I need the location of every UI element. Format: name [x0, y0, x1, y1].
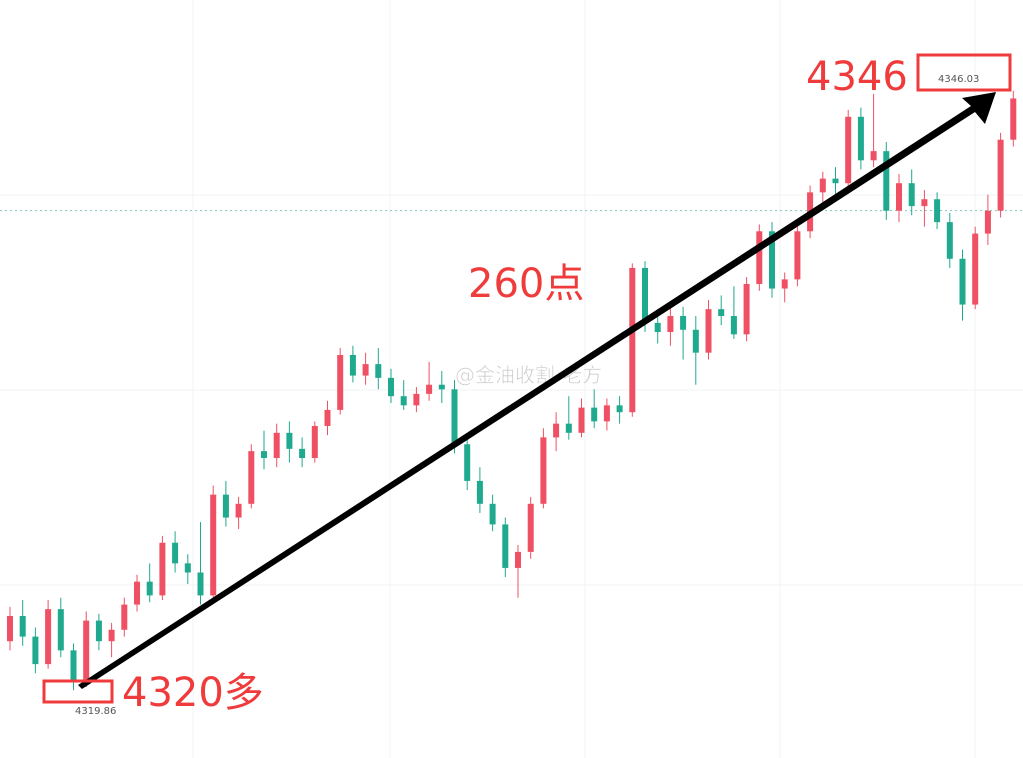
candle-body [502, 524, 509, 568]
candle-body [108, 629, 115, 642]
candle-body [680, 316, 687, 330]
candle-body [616, 405, 623, 413]
candle-body [362, 364, 369, 376]
high-note: 4346 [806, 54, 908, 100]
candle-body [832, 178, 839, 184]
candle-body [400, 396, 407, 406]
candle-body [172, 542, 179, 564]
candle-body [45, 609, 52, 665]
candle-body [299, 448, 306, 459]
candle-body [184, 563, 191, 573]
candle-body [7, 616, 13, 642]
candle-body [984, 210, 991, 234]
candle-body [464, 444, 471, 481]
candle-body [896, 183, 902, 211]
candle-body [388, 377, 394, 397]
candle-body [57, 609, 64, 651]
trend-arrow [78, 92, 996, 689]
candle-body [667, 316, 674, 333]
candle-body [235, 503, 242, 518]
candle-body [756, 231, 763, 284]
high-box [916, 53, 1012, 92]
candle-body [32, 636, 39, 665]
candle-body [705, 309, 712, 353]
candle-body [324, 409, 331, 426]
candle-body [146, 581, 153, 596]
candle-body [934, 199, 941, 223]
candle-body [527, 503, 534, 552]
candle-body [337, 354, 344, 410]
candle-body [718, 309, 725, 317]
candle-body [553, 423, 560, 438]
range-note: 260点 [468, 261, 584, 307]
candle-body [870, 151, 877, 161]
candle-body [642, 267, 648, 323]
candle-body [426, 384, 433, 394]
candles [0, 90, 1023, 691]
candle-body [451, 389, 458, 445]
candle-body [375, 364, 382, 378]
candle-body [540, 437, 547, 504]
candle-body [349, 354, 356, 376]
candle-body [769, 231, 775, 289]
candle-body [159, 542, 166, 596]
low-price-label: 4319.86 [75, 706, 116, 717]
candle-body [959, 258, 966, 305]
candle-body [908, 183, 915, 207]
candle-body [743, 283, 750, 335]
candle-body [654, 322, 661, 333]
candle-body [629, 267, 636, 413]
candle-body [946, 222, 953, 259]
candle-body [857, 116, 864, 161]
candle-body [578, 407, 585, 433]
low-note: 4320多 [122, 670, 264, 716]
candle-body [95, 620, 102, 642]
candle-body [845, 116, 852, 184]
candle-body [476, 480, 483, 504]
candle-body [134, 581, 140, 605]
candle-body [883, 151, 890, 211]
high-price-label: 4346.03 [938, 74, 979, 85]
candle-body [781, 279, 788, 289]
candle-body [286, 432, 293, 449]
candle-body [603, 405, 610, 422]
candle-body [70, 650, 77, 683]
candle-body [730, 316, 737, 335]
candle-body [565, 423, 572, 433]
candle-body [83, 620, 90, 683]
candle-body [438, 384, 445, 390]
candle-body [19, 616, 26, 637]
low-box [42, 679, 114, 704]
candle-body [1010, 98, 1017, 140]
candle-body [248, 451, 255, 504]
candle-body [222, 494, 229, 518]
candle-body [311, 425, 318, 459]
candle-body [489, 503, 496, 525]
candle-body [197, 572, 204, 596]
candle-body [273, 432, 280, 459]
candle-body [261, 451, 267, 459]
candle-body [515, 551, 521, 568]
candle-body [121, 604, 128, 630]
candle-body [591, 407, 598, 422]
candle-body [210, 494, 217, 596]
candle-body [413, 393, 420, 406]
candle-body [997, 139, 1004, 211]
candle-body [794, 231, 801, 280]
candle-body [972, 233, 979, 305]
candle-body [819, 178, 826, 193]
candle-body [692, 329, 699, 353]
candle-body [921, 199, 928, 207]
